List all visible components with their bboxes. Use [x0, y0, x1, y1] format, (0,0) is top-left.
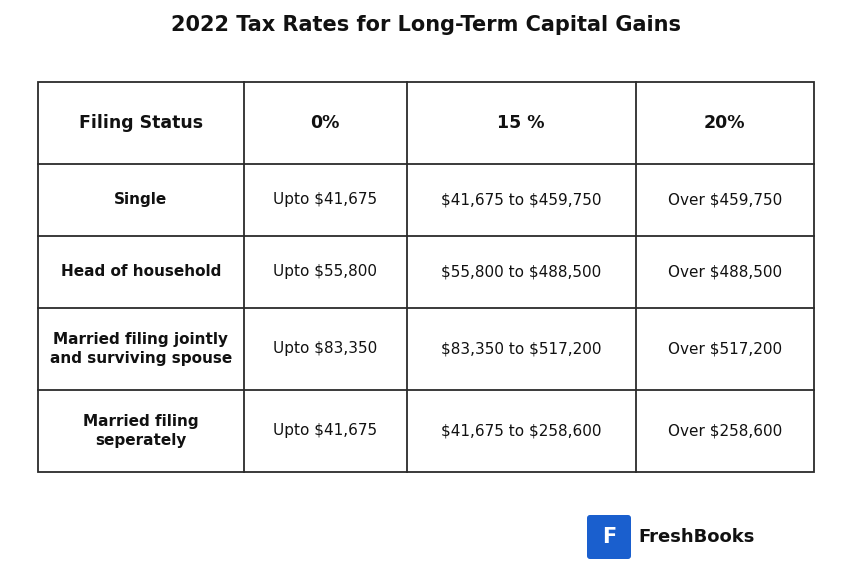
Text: Over \$488,500: Over \$488,500 — [668, 265, 782, 279]
Text: F: F — [602, 527, 616, 547]
Text: 15 %: 15 % — [498, 114, 544, 132]
Text: Over \$517,200: Over \$517,200 — [668, 341, 782, 357]
Text: Married filing
seperately: Married filing seperately — [83, 414, 199, 448]
Bar — [38, 82, 814, 472]
Text: Upto \$83,350: Upto \$83,350 — [273, 341, 377, 357]
Text: \$83,350 to \$517,200: \$83,350 to \$517,200 — [440, 341, 602, 357]
Text: 20%: 20% — [704, 114, 746, 132]
Text: Over \$258,600: Over \$258,600 — [668, 424, 782, 438]
Text: \$41,675 to \$258,600: \$41,675 to \$258,600 — [440, 424, 602, 438]
Text: Head of household: Head of household — [60, 265, 221, 279]
Text: \$41,675 to \$459,750: \$41,675 to \$459,750 — [440, 193, 602, 207]
Text: Upto \$41,675: Upto \$41,675 — [273, 424, 377, 438]
Text: Single: Single — [114, 193, 168, 207]
Text: 0%: 0% — [310, 114, 340, 132]
Text: 2022 Tax Rates for Long-Term Capital Gains: 2022 Tax Rates for Long-Term Capital Gai… — [171, 15, 681, 35]
Text: Over \$459,750: Over \$459,750 — [668, 193, 782, 207]
Text: \$55,800 to \$488,500: \$55,800 to \$488,500 — [441, 265, 602, 279]
Text: Upto \$41,675: Upto \$41,675 — [273, 193, 377, 207]
Text: Filing Status: Filing Status — [78, 114, 203, 132]
FancyBboxPatch shape — [587, 515, 631, 559]
Text: Upto \$55,800: Upto \$55,800 — [273, 265, 377, 279]
Text: Married filing jointly
and surviving spouse: Married filing jointly and surviving spo… — [49, 332, 232, 366]
Text: FreshBooks: FreshBooks — [638, 528, 754, 546]
